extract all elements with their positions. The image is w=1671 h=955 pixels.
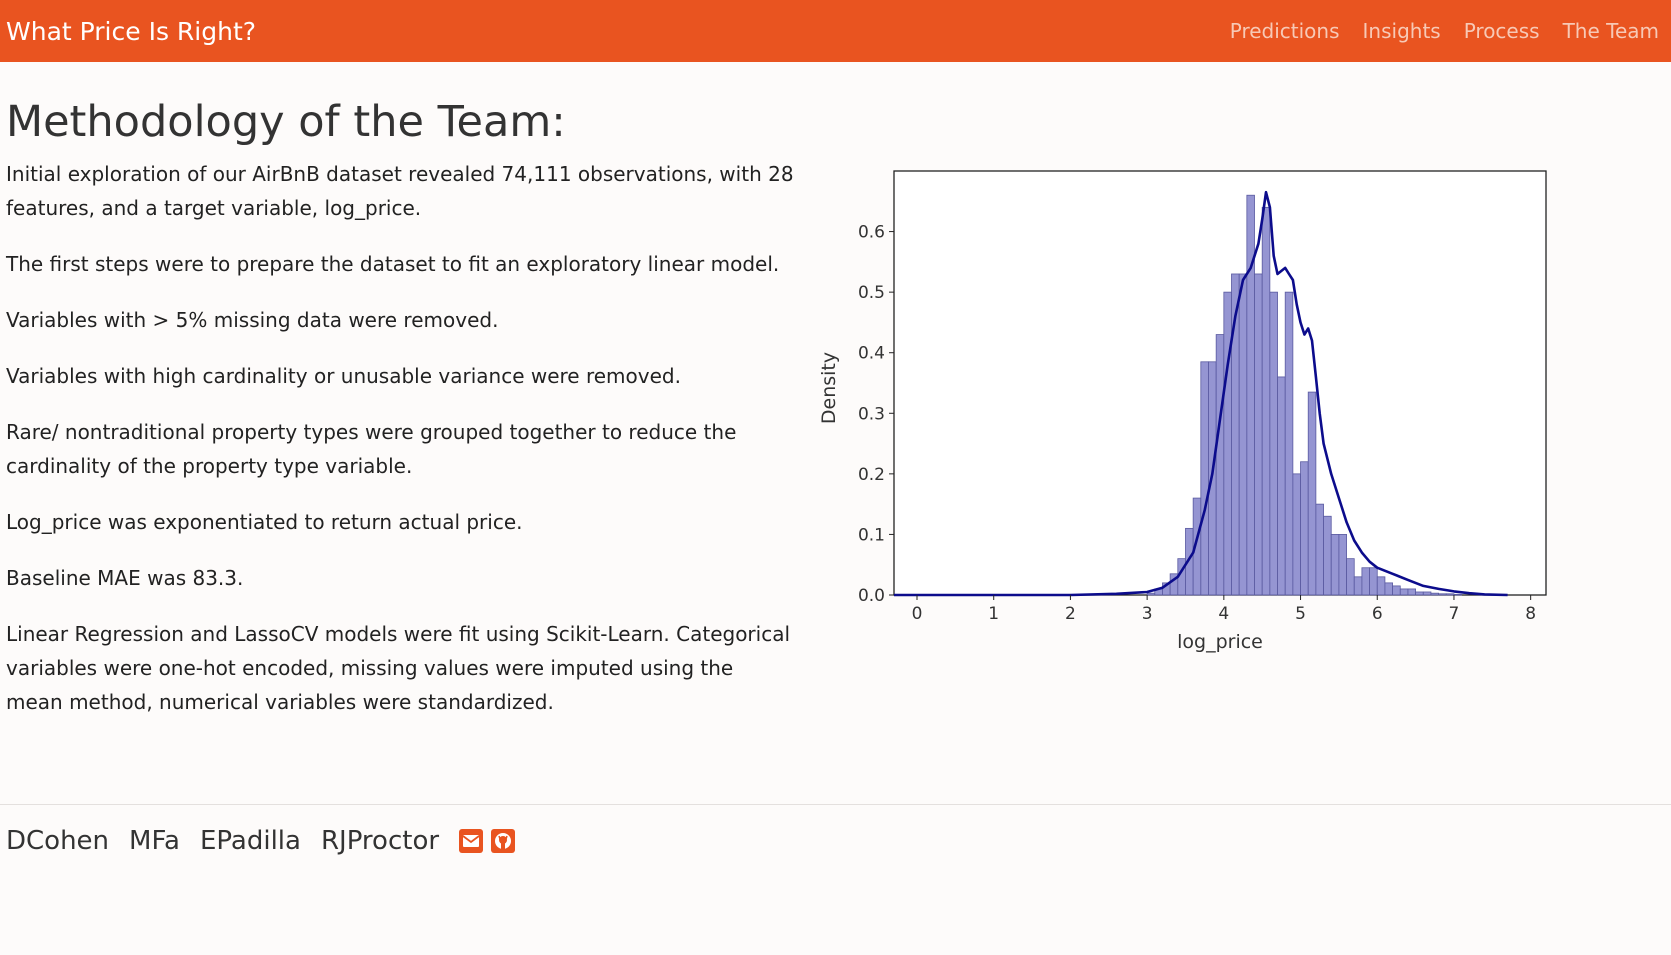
paragraph-baseline: Baseline MAE was 83.3. <box>6 566 244 591</box>
histogram-bar <box>1338 534 1347 596</box>
y-tick-label: 0.2 <box>858 465 885 485</box>
y-axis-label: Density <box>818 352 840 424</box>
y-tick-label: 0.0 <box>858 586 885 606</box>
y-tick-label: 0.5 <box>858 283 885 303</box>
x-tick-label: 6 <box>1372 604 1383 624</box>
author-dcohen[interactable]: DCohen <box>6 826 110 856</box>
histogram-bar <box>1292 473 1301 596</box>
nav-link-team[interactable]: The Team <box>1562 19 1659 43</box>
author-rjproctor[interactable]: RJProctor <box>320 826 440 856</box>
histogram-bar <box>1277 376 1286 596</box>
github-icon[interactable] <box>491 829 516 853</box>
histogram-bar <box>1246 194 1255 596</box>
histogram-bar <box>1415 591 1424 596</box>
kde-line <box>894 190 1508 597</box>
histogram-bar <box>1392 585 1401 596</box>
histogram-bar <box>1438 593 1447 596</box>
histogram-bar <box>1284 291 1294 596</box>
y-tick-label: 0.6 <box>858 223 885 243</box>
histogram-bar <box>1353 576 1363 596</box>
main-content: Methodology of the Team: Initial explora… <box>0 62 1671 804</box>
histogram-bar <box>1399 588 1409 596</box>
y-tick-label: 0.4 <box>858 344 885 364</box>
paragraph-models: Linear Regression and LassoCV models wer… <box>6 622 791 715</box>
histogram-bar <box>1453 593 1463 596</box>
nav-links: Predictions Insights Process The Team <box>1207 19 1659 43</box>
x-tick-label: 4 <box>1218 604 1229 624</box>
page-title: Methodology of the Team: <box>6 97 566 147</box>
y-tick-label: 0.1 <box>858 525 885 545</box>
x-tick-label: 0 <box>912 604 923 624</box>
paragraph-exponentiated: Log_price was exponentiated to return ac… <box>6 510 523 535</box>
histogram-bar <box>1215 334 1225 596</box>
histogram-bar <box>1261 206 1271 596</box>
author-epadilla[interactable]: EPadilla <box>199 826 301 856</box>
histogram-bar <box>1422 591 1432 596</box>
brand-title[interactable]: What Price Is Right? <box>6 16 257 46</box>
histogram-bar <box>1254 273 1263 596</box>
navbar: What Price Is Right? Predictions Insight… <box>0 0 1671 62</box>
histogram-bar <box>1223 291 1232 596</box>
x-tick-label: 1 <box>988 604 999 624</box>
histogram-bar <box>1369 567 1378 596</box>
x-tick-label: 5 <box>1295 604 1306 624</box>
histogram-bar <box>1384 582 1393 596</box>
histogram-bar <box>1376 576 1386 596</box>
histogram-bar <box>1323 515 1332 596</box>
histogram-bar <box>1346 558 1355 596</box>
paragraph-first-steps: The first steps were to prepare the data… <box>6 252 780 277</box>
histogram-chart: 0 1 2 3 4 5 6 7 8 0.0 0.1 0.2 0.3 0.4 0.5 0.6 log_price D… <box>818 162 1665 702</box>
nav-link-predictions[interactable]: Predictions <box>1229 19 1340 43</box>
histogram-bar <box>1269 291 1278 596</box>
histogram-bar <box>1146 592 1156 596</box>
histogram-bar <box>1430 592 1440 596</box>
footer-divider <box>0 804 1671 805</box>
histogram-bar <box>1238 273 1248 596</box>
nav-link-insights[interactable]: Insights <box>1362 19 1441 43</box>
x-tick-label: 2 <box>1065 604 1076 624</box>
chart-svg: 0 1 2 3 4 5 6 7 8 0.0 0.1 0.2 0.3 0.4 0.5 0.6 log_price D… <box>818 170 1547 653</box>
nav-link-process[interactable]: Process <box>1463 19 1540 43</box>
histogram-bar <box>1445 593 1455 596</box>
histogram-bar <box>1361 567 1370 596</box>
histogram-bar <box>1300 461 1309 596</box>
histogram-bar <box>1200 361 1209 596</box>
author-mfa[interactable]: MFa <box>129 826 180 856</box>
paragraph-property-types: Rare/ nontraditional property types were… <box>6 420 737 479</box>
x-tick-label: 7 <box>1449 604 1460 624</box>
paragraph-exploration: Initial exploration of our AirBnB datase… <box>6 162 794 221</box>
x-tick-label: 8 <box>1525 604 1536 624</box>
x-axis-label: log_price <box>1177 631 1263 653</box>
histogram-bar <box>1307 391 1317 596</box>
histogram-bar <box>1330 534 1340 596</box>
methodology-section: Methodology of the Team: Initial explora… <box>6 97 796 741</box>
y-tick-label: 0.3 <box>858 404 885 424</box>
paragraph-cardinality: Variables with high cardinality or unusa… <box>6 364 681 389</box>
x-tick-label: 3 <box>1142 604 1153 624</box>
paragraph-missing-data: Variables with > 5% missing data were re… <box>6 308 499 333</box>
envelope-icon[interactable] <box>459 829 484 853</box>
histogram-bar <box>1315 503 1324 596</box>
histogram-bar <box>1407 588 1416 596</box>
footer: DCohen MFa EPadilla RJProctor <box>6 826 523 856</box>
